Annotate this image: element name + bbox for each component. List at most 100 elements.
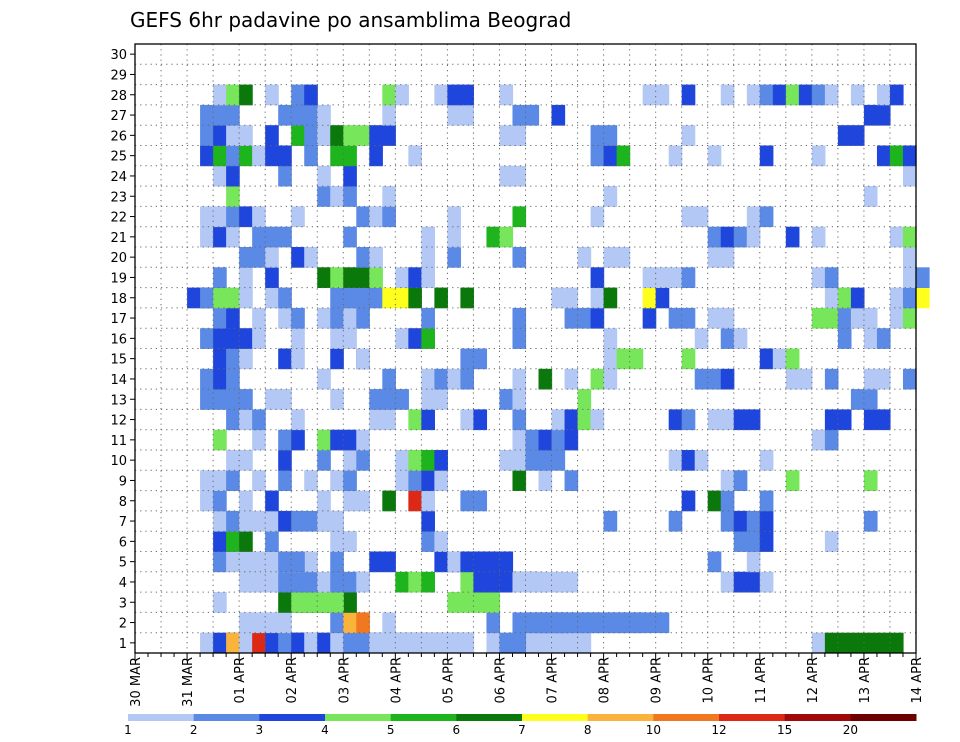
heat-cell [213, 348, 227, 370]
heat-cell [876, 409, 891, 431]
heat-cell [213, 531, 227, 552]
heat-cell [252, 328, 266, 349]
x-tick-label: 11 APR [754, 657, 769, 703]
y-tick-label: 27 [110, 109, 127, 124]
heat-cell [499, 125, 514, 146]
heat-cell [252, 409, 266, 431]
heat-cell [473, 551, 514, 573]
heat-cell [317, 429, 331, 451]
heat-cell [824, 429, 839, 451]
heat-cell [330, 348, 344, 370]
heat-cell [655, 267, 670, 288]
heat-cell [317, 125, 331, 146]
heat-cell [226, 328, 253, 349]
heat-cell [226, 389, 253, 410]
heat-cell [317, 165, 331, 187]
heat-cell [824, 84, 839, 106]
heat-cell [577, 307, 592, 329]
colorbar-swatch [325, 714, 392, 721]
heat-cell [213, 328, 227, 349]
heat-cell [291, 125, 305, 146]
heat-cell [902, 307, 917, 329]
heat-cell [655, 84, 670, 106]
heat-cell [460, 84, 475, 106]
heat-cell [421, 389, 435, 410]
heat-cell [421, 247, 435, 268]
heat-cell [681, 206, 696, 228]
x-tick-label: 06 APR [493, 657, 508, 703]
heat-cell [343, 470, 357, 491]
heat-cell [759, 571, 774, 593]
heat-cell [694, 206, 709, 228]
heat-cell [447, 104, 462, 126]
heat-cell [291, 307, 305, 329]
heat-cell [707, 490, 722, 512]
heat-cell [226, 125, 240, 146]
y-tick-label: 26 [110, 129, 127, 144]
heat-cell [226, 510, 240, 532]
colorbar-swatch [390, 714, 457, 721]
heat-cell [473, 348, 488, 370]
heat-cell [239, 348, 253, 370]
heat-cell [824, 267, 839, 288]
heat-cell [512, 470, 527, 491]
heat-cell [200, 470, 214, 491]
colorbar-label: 4 [321, 723, 329, 737]
grid-layer [135, 44, 917, 653]
heat-cell [304, 247, 318, 268]
heat-cell [889, 145, 904, 167]
heat-cell [720, 470, 735, 491]
heat-cell [200, 206, 214, 228]
heat-cell [837, 307, 852, 329]
heat-cell [681, 307, 696, 329]
heat-cell [343, 165, 357, 187]
heat-cell [278, 450, 292, 471]
x-tick-label: 05 APR [441, 657, 456, 703]
heat-cell [213, 145, 227, 167]
heat-cell [330, 328, 357, 349]
heat-cell [590, 267, 605, 288]
heat-cell [720, 84, 735, 106]
y-tick-label: 5 [119, 556, 127, 571]
heat-cell [512, 307, 527, 329]
heat-cell [811, 84, 826, 106]
heat-cell [421, 490, 435, 512]
heat-cell [330, 612, 344, 634]
heat-cell [304, 145, 318, 167]
heat-cell [200, 145, 214, 167]
y-tick-label: 23 [110, 190, 127, 205]
heat-cell [733, 531, 761, 552]
heat-cell [707, 226, 722, 248]
y-tick-label: 11 [110, 434, 127, 449]
heat-cell [421, 328, 435, 349]
heat-cell [902, 368, 917, 390]
heat-cell [668, 409, 683, 431]
heat-cell [759, 348, 774, 370]
heat-cell [395, 571, 409, 593]
heat-cell [408, 328, 422, 349]
heat-cell [824, 531, 839, 552]
heat-cell [200, 490, 214, 512]
heat-cell [824, 307, 839, 329]
x-tick-label: 31 MAR [181, 657, 196, 707]
heat-cell [213, 551, 227, 573]
heat-cell [265, 531, 279, 552]
colorbar-label: 8 [584, 723, 592, 737]
x-tick-label: 10 APR [702, 657, 717, 703]
heat-cell [603, 145, 618, 167]
heat-cell [317, 104, 331, 126]
heat-cell [265, 267, 279, 288]
heat-cell [408, 287, 422, 309]
colorbar-swatch [850, 714, 917, 721]
heat-cell [603, 368, 618, 390]
heat-cell [252, 470, 266, 491]
heat-cell [746, 551, 761, 573]
heat-cell [252, 307, 266, 329]
heat-cell [200, 287, 214, 309]
heat-cell [213, 226, 227, 248]
heat-cell [434, 368, 448, 390]
heat-cell [200, 104, 214, 126]
heat-cell [590, 307, 605, 329]
colorbar-swatch [522, 714, 589, 721]
heat-cell [213, 125, 227, 146]
